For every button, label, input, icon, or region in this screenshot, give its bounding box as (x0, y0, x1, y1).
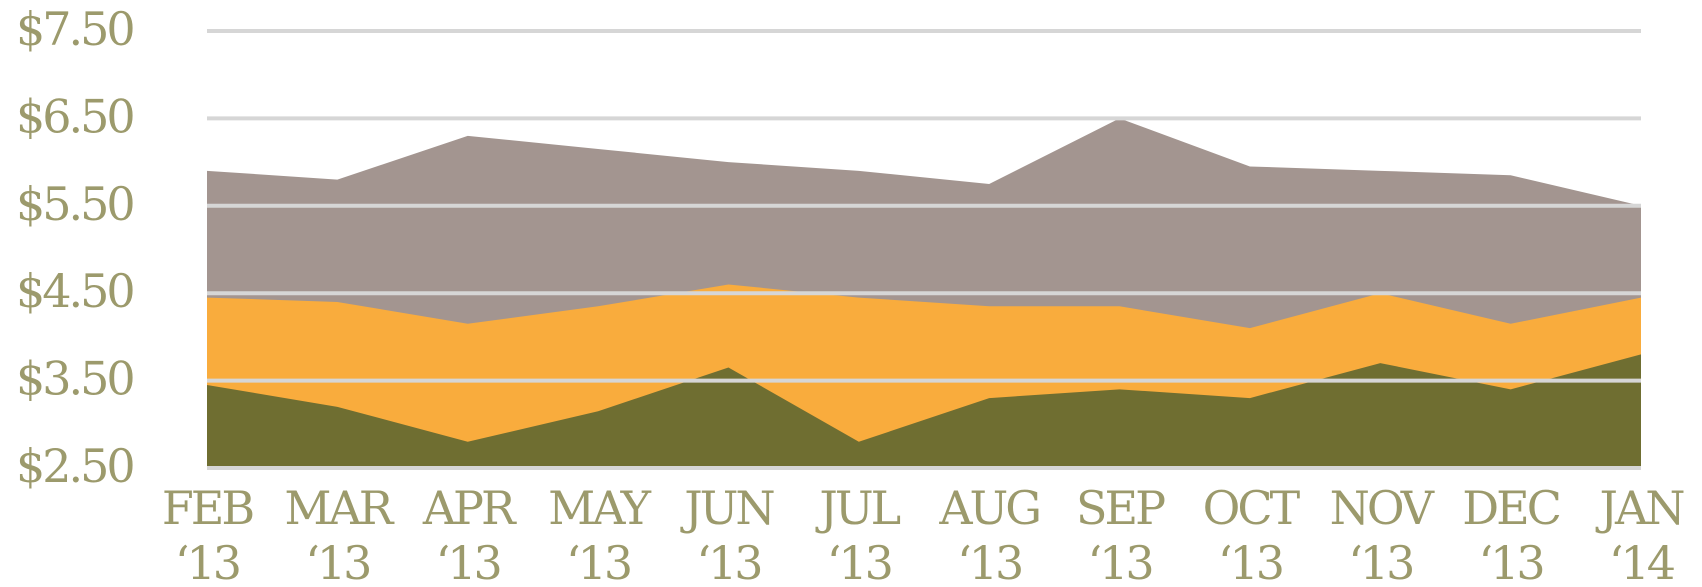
x-tick-label: DEC (1462, 481, 1559, 535)
y-tick-label: $7.50 (16, 2, 133, 56)
x-tick-label: AUG (938, 481, 1039, 535)
y-tick-label: $2.50 (16, 439, 133, 493)
x-tick-label: JAN (1596, 481, 1685, 535)
x-tick-label: MAR (284, 481, 394, 535)
x-tick-label: ‘13 (1218, 536, 1282, 587)
y-tick-label: $4.50 (16, 264, 133, 318)
x-tick-label: FEB (162, 481, 252, 535)
area (207, 354, 1641, 468)
x-tick-label: ‘13 (827, 536, 891, 587)
x-tick-label: ‘13 (305, 536, 369, 587)
x-tick-label: ‘13 (957, 536, 1021, 587)
x-tick-label: ‘13 (436, 536, 500, 587)
y-tick-label: $5.50 (16, 177, 133, 231)
x-tick-label: OCT (1203, 481, 1301, 535)
x-tick-label: ‘14 (1609, 536, 1674, 587)
y-tick-label: $6.50 (16, 89, 133, 143)
x-tick-label: JUL (815, 481, 900, 535)
x-tick-label: JUN (680, 481, 774, 535)
x-tick-label: ‘13 (1479, 536, 1543, 587)
x-tick-label: ‘13 (566, 536, 630, 587)
x-tick-label: ‘13 (1087, 536, 1151, 587)
y-tick-label: $3.50 (16, 352, 133, 406)
x-tick-label: ‘13 (696, 536, 760, 587)
x-tick-label: MAY (548, 481, 651, 535)
x-tick-label: APR (422, 481, 517, 535)
x-tick-label: SEP (1076, 481, 1165, 535)
x-tick-label: ‘13 (175, 536, 239, 587)
x-tick-label: NOV (1330, 481, 1435, 535)
x-tick-label: ‘13 (1348, 536, 1412, 587)
